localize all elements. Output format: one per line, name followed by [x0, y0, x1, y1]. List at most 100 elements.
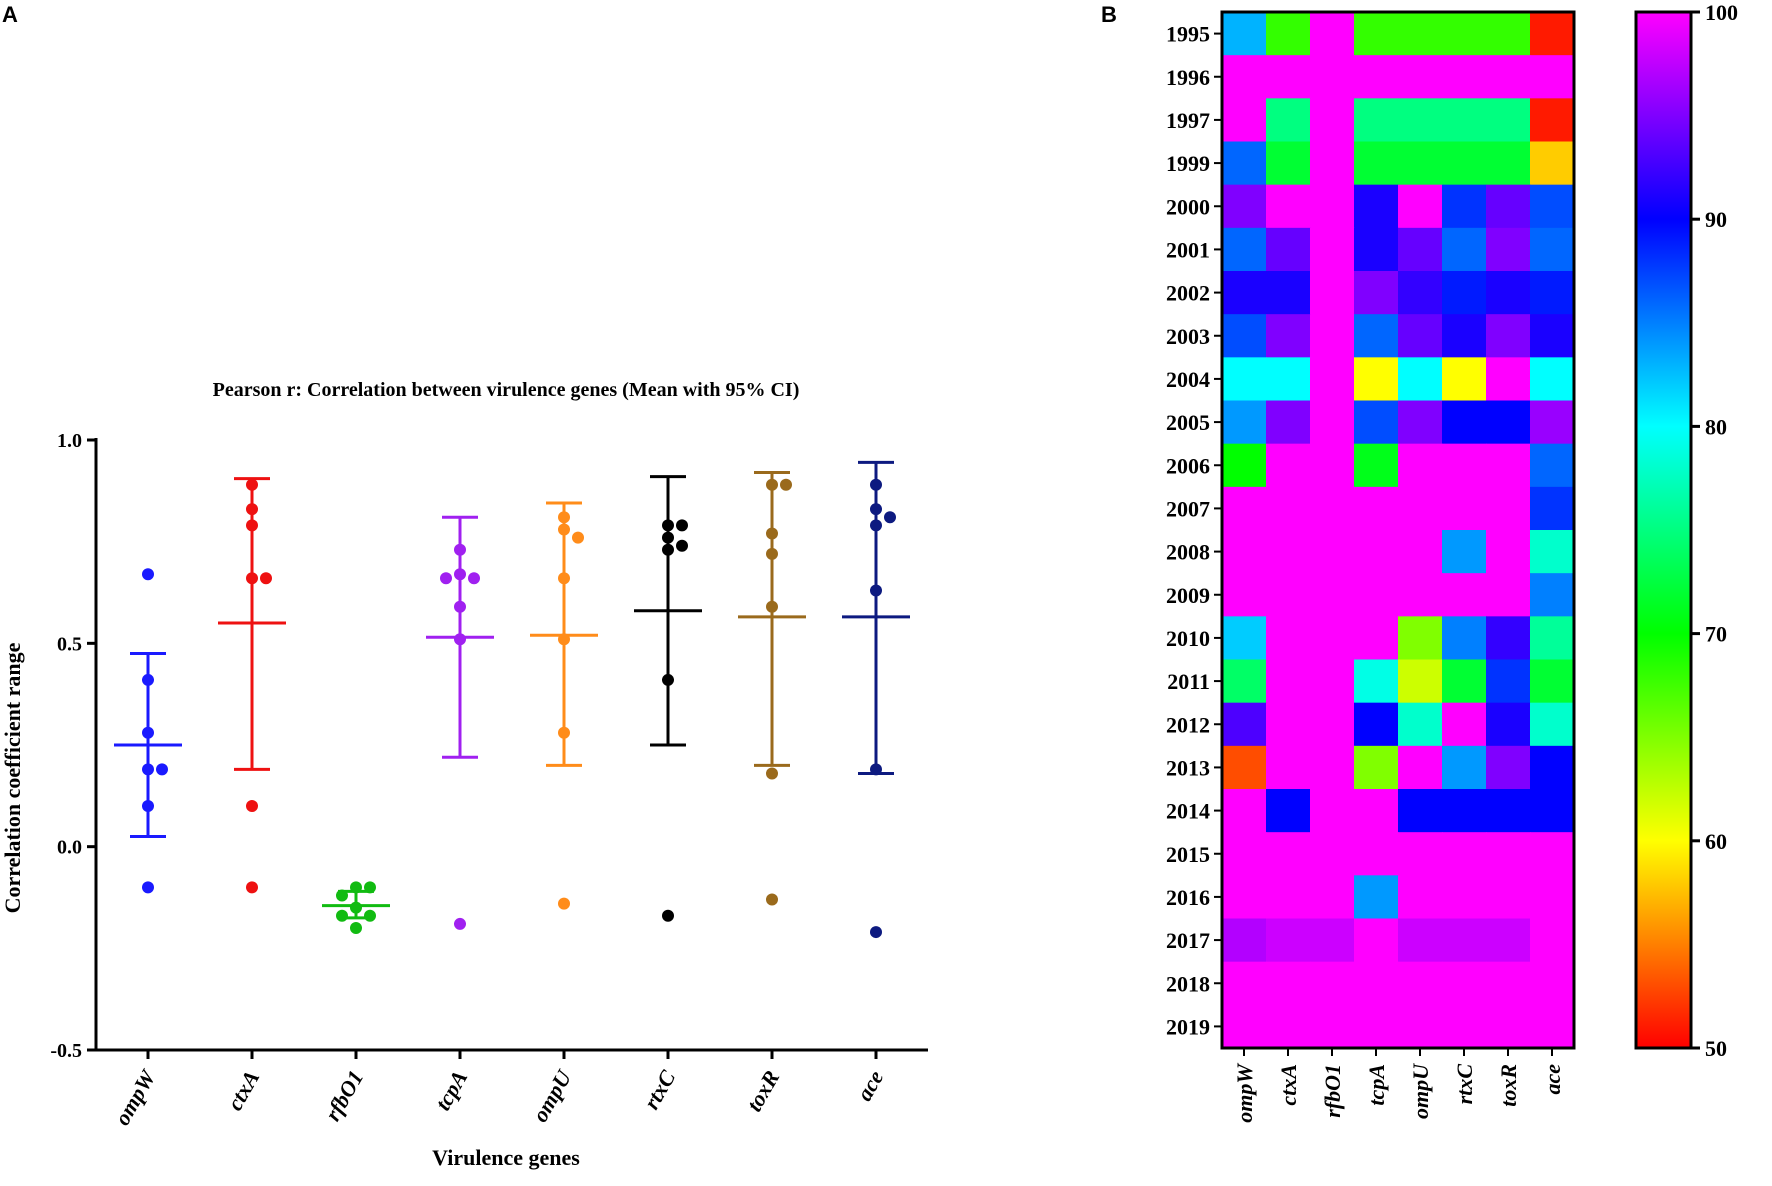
year-label: 1995	[1166, 22, 1210, 47]
heatmap-cell	[1310, 918, 1355, 963]
heatmap-cell	[1530, 227, 1575, 272]
data-point	[558, 726, 570, 739]
heatmap-cell	[1222, 357, 1267, 402]
heatmap-cell	[1530, 98, 1575, 143]
heatmap-cell	[1398, 12, 1443, 56]
heatmap-cell	[1398, 659, 1443, 704]
heatmap-cell	[1398, 141, 1443, 186]
heatmap-cell	[1530, 1004, 1575, 1049]
data-point	[440, 572, 452, 585]
panel-a-label: A	[2, 2, 18, 27]
heatmap-cell	[1266, 832, 1311, 876]
heatmap-cell	[1442, 659, 1487, 704]
heatmap-cell	[1266, 659, 1311, 704]
heatmap-cell	[1310, 486, 1355, 531]
heatmap-gene-label: rtxC	[1452, 1064, 1477, 1105]
heatmap-cell	[1266, 573, 1311, 617]
heatmap-cell	[1310, 400, 1355, 445]
heatmap-cell	[1530, 12, 1575, 56]
year-label: 2016	[1166, 885, 1210, 910]
heatmap-cell	[1530, 702, 1575, 747]
heatmap-cell	[1354, 832, 1399, 876]
heatmap-cell	[1266, 486, 1311, 531]
year-label: 1996	[1166, 65, 1210, 90]
heatmap-cell	[1266, 918, 1311, 963]
year-label: 2011	[1167, 669, 1210, 694]
heatmap-cell	[1266, 184, 1311, 229]
heatmap-cell	[1266, 400, 1311, 445]
heatmap-cell	[1398, 314, 1443, 358]
heatmap-cell	[1354, 400, 1399, 445]
heatmap-cell	[1530, 314, 1575, 358]
heatmap-cell	[1354, 789, 1399, 833]
heatmap-cell	[1486, 314, 1531, 358]
heatmap-cell	[1530, 918, 1575, 963]
heatmap-cell	[1222, 227, 1267, 272]
heatmap-cell	[1354, 486, 1399, 531]
data-point	[142, 726, 154, 739]
heatmap-cell	[1354, 745, 1399, 790]
data-point	[572, 531, 584, 544]
heatmap-cell	[1442, 875, 1487, 920]
heatmap-cell	[1222, 55, 1267, 99]
heatmap-cell	[1442, 486, 1487, 531]
heatmap-cell	[1486, 875, 1531, 920]
heatmap-cell	[1266, 1004, 1311, 1049]
series-toxR	[738, 471, 806, 906]
heatmap-cell	[1222, 486, 1267, 531]
heatmap-cell	[1310, 961, 1355, 1006]
data-point	[350, 901, 362, 914]
heatmap-cell	[1486, 745, 1531, 790]
heatmap-cell	[1486, 789, 1531, 833]
heatmap-cell	[1266, 357, 1311, 402]
heatmap-cell	[1530, 530, 1575, 574]
data-point	[766, 767, 778, 780]
data-point	[142, 568, 154, 581]
heatmap-cell	[1222, 12, 1267, 56]
heatmap-cell	[1398, 271, 1443, 315]
heatmap-cell	[1530, 486, 1575, 531]
heatmap-cell	[1530, 357, 1575, 402]
heatmap-cell	[1266, 314, 1311, 358]
heatmap-cell	[1442, 616, 1487, 661]
data-point	[364, 881, 376, 894]
heatmap-cell	[1486, 271, 1531, 315]
data-point	[558, 572, 570, 585]
heatmap-cell	[1354, 659, 1399, 704]
heatmap-cell	[1530, 961, 1575, 1006]
data-point	[246, 881, 258, 894]
heatmap-cell	[1442, 745, 1487, 790]
year-label: 2004	[1166, 367, 1210, 392]
heatmap-cell	[1266, 55, 1311, 99]
scatter-axes: -0.5 0.0 0.5 1.0 ompW ctxA rfbO1 tcpA ompU rtxC to…	[50, 430, 928, 1129]
heatmap-cell	[1310, 530, 1355, 574]
heatmap-cell	[1354, 98, 1399, 143]
heatmap-cell	[1266, 789, 1311, 833]
heatmap-cell	[1530, 443, 1575, 488]
heatmap-gene-label: ace	[1540, 1064, 1565, 1095]
heatmap-cell	[1442, 530, 1487, 574]
series-tcpA	[426, 515, 494, 930]
data-point	[246, 478, 258, 491]
heatmap-cell	[1310, 357, 1355, 402]
heatmap-cell	[1266, 745, 1311, 790]
data-point	[468, 572, 480, 585]
data-point	[676, 539, 688, 552]
heatmap-cell	[1398, 573, 1443, 617]
heatmap-cell	[1222, 141, 1267, 186]
heatmap-cell	[1222, 832, 1267, 876]
data-point	[766, 893, 778, 906]
data-point	[336, 909, 348, 922]
heatmap-cell	[1310, 55, 1355, 99]
heatmap-cell	[1486, 227, 1531, 272]
heatmap-gene-label: ompU	[1408, 1063, 1433, 1119]
data-point	[870, 584, 882, 597]
heatmap-labels: 1995 1996 1997 1999 2000 2001 2002 2003 2004 2005…	[1166, 22, 1565, 1123]
heatmap-cell	[1266, 443, 1311, 488]
data-point	[156, 763, 168, 776]
year-label: 2013	[1166, 755, 1210, 780]
data-point	[662, 909, 674, 922]
heatmap-cell	[1442, 227, 1487, 272]
heatmap-cells	[1220, 10, 1576, 1050]
